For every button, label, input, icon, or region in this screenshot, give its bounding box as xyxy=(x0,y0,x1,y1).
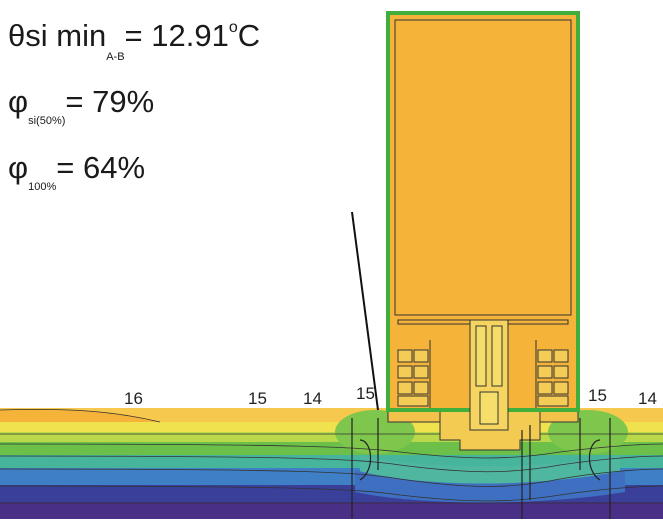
mullion-slot-1 xyxy=(475,325,487,387)
isotherm-label: 15 xyxy=(356,384,375,403)
phi100-sub: 100% xyxy=(28,181,57,193)
phi50-sub: si(50%) xyxy=(28,115,66,127)
isotherm-label: 15 xyxy=(588,386,607,405)
theta-degree: o xyxy=(228,19,238,36)
mullion-slot-2 xyxy=(491,325,503,387)
phi50-annotation: φsi(50%)= 79% xyxy=(8,84,155,127)
band-purple xyxy=(0,502,663,519)
theta-annotation: θsi minA-B= 12.91oC xyxy=(8,18,261,63)
theta-value: = 12.91 xyxy=(124,18,229,53)
phi50-symbol: φ xyxy=(8,84,29,119)
chambers-right xyxy=(535,340,569,408)
theta-sub: A-B xyxy=(106,51,125,63)
theta-symbol: θ xyxy=(8,18,26,53)
fixings xyxy=(351,418,611,519)
dip-teal xyxy=(360,455,620,487)
chambers-left xyxy=(397,340,431,408)
isotherm-label: 14 xyxy=(303,389,322,408)
isotherm-lines xyxy=(0,408,663,504)
theta-unit: C xyxy=(237,18,261,53)
pointer-line xyxy=(351,211,379,411)
phi100-symbol: φ xyxy=(8,150,29,185)
phi100-annotation: φ100%= 64% xyxy=(8,150,146,193)
frame-inner xyxy=(394,19,572,316)
isotherm-label: 15 xyxy=(248,389,267,408)
mullion-slot-3 xyxy=(479,391,499,425)
phi50-value: = 79% xyxy=(65,84,155,119)
isotherm-label: 16 xyxy=(124,389,143,408)
theta-main: si min xyxy=(25,18,107,53)
isotherm-label: 14 xyxy=(638,389,657,408)
phi100-value: = 64% xyxy=(56,150,146,185)
band-teal xyxy=(0,455,663,469)
